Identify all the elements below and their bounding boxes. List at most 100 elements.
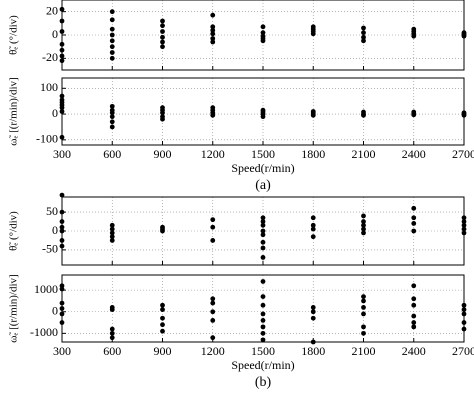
data-point	[260, 279, 266, 284]
data-point	[260, 215, 266, 221]
data-point	[260, 228, 266, 234]
x-tick-label: 900	[154, 344, 172, 358]
x-tick-label: 900	[154, 147, 172, 161]
data-point	[210, 12, 216, 18]
data-point	[160, 44, 165, 50]
data-point	[109, 234, 115, 240]
data-point	[59, 311, 65, 317]
data-point	[210, 112, 216, 118]
data-point	[260, 24, 266, 30]
data-point	[411, 302, 417, 308]
data-point	[361, 311, 366, 317]
data-point	[361, 219, 366, 224]
data-point	[59, 228, 65, 234]
y-axis-label: ω̃ₑ [(r/min)/div]	[8, 274, 20, 342]
data-point	[461, 311, 467, 317]
x-tick-label: 1200	[201, 147, 225, 161]
data-point	[260, 255, 266, 260]
data-point	[361, 324, 366, 330]
data-point	[361, 30, 366, 36]
data-point	[160, 328, 165, 334]
data-point	[109, 17, 115, 23]
data-point	[59, 58, 65, 64]
data-point	[59, 93, 65, 99]
x-tick-label: 1800	[301, 344, 325, 358]
data-point	[59, 192, 65, 198]
data-point	[411, 296, 417, 302]
data-point	[310, 305, 316, 310]
data-point	[361, 38, 366, 44]
y-tick-label: 1000	[34, 282, 58, 296]
data-point	[361, 34, 366, 40]
data-point	[210, 309, 216, 315]
data-point	[160, 34, 165, 40]
data-point	[411, 283, 417, 289]
data-point	[310, 215, 316, 221]
y-tick-label: -50	[42, 242, 58, 256]
data-point	[361, 305, 366, 310]
data-point	[109, 330, 115, 336]
data-point	[109, 335, 115, 341]
data-point	[361, 330, 366, 336]
x-axis-label: Speed(r/min)	[231, 358, 294, 372]
data-point	[109, 9, 115, 15]
x-tick-label: 1500	[251, 344, 275, 358]
y-axis-label: ω̃ₑ [(r/min)/div]	[8, 77, 20, 145]
x-tick-label: 2400	[402, 344, 426, 358]
data-point	[461, 226, 467, 232]
data-point	[59, 286, 65, 292]
x-tick-label: 1800	[301, 147, 325, 161]
data-point	[310, 309, 316, 315]
data-point	[160, 315, 165, 321]
data-point	[361, 226, 366, 232]
data-point	[160, 39, 165, 45]
data-point	[59, 6, 65, 12]
data-point	[411, 215, 417, 221]
data-point	[260, 219, 266, 224]
y-tick-label: 20	[46, 3, 58, 17]
data-point	[411, 205, 417, 211]
data-point	[260, 239, 266, 245]
data-point	[361, 298, 366, 304]
data-point	[59, 238, 65, 243]
data-point	[260, 222, 266, 228]
data-point	[260, 294, 266, 300]
x-tick-label: 300	[53, 147, 71, 161]
data-point	[59, 219, 65, 224]
data-point	[260, 311, 266, 317]
x-tick-label: 600	[103, 147, 121, 161]
data-point	[361, 213, 366, 219]
data-point	[109, 230, 115, 236]
data-point	[59, 41, 65, 47]
y-tick-label: 0	[52, 223, 58, 237]
data-point	[310, 315, 316, 321]
data-point	[310, 339, 316, 345]
y-axis-label: θ̃ₑ (°/div)	[8, 15, 20, 55]
data-point	[109, 307, 115, 312]
data-point	[109, 44, 115, 50]
x-tick-label: 1200	[201, 344, 225, 358]
data-point	[59, 300, 65, 306]
data-point	[411, 313, 417, 319]
data-point	[361, 294, 366, 300]
x-tick-label: 2400	[402, 147, 426, 161]
data-point	[109, 326, 115, 332]
data-point	[310, 112, 316, 118]
data-point	[461, 112, 467, 118]
data-point	[59, 105, 65, 111]
x-tick-label: 300	[53, 344, 71, 358]
data-point	[59, 109, 65, 114]
data-point	[361, 112, 366, 118]
data-point	[310, 234, 316, 240]
data-point	[260, 324, 266, 330]
y-tick-label: 0	[52, 27, 58, 41]
data-point	[109, 50, 115, 55]
data-point	[109, 124, 115, 130]
data-point	[260, 232, 266, 238]
data-point	[260, 38, 266, 44]
data-point	[160, 302, 165, 308]
y-tick-label: 100	[40, 80, 58, 94]
y-tick-label: -100	[36, 132, 58, 146]
x-tick-label: 2700	[452, 344, 474, 358]
data-point	[361, 230, 366, 236]
